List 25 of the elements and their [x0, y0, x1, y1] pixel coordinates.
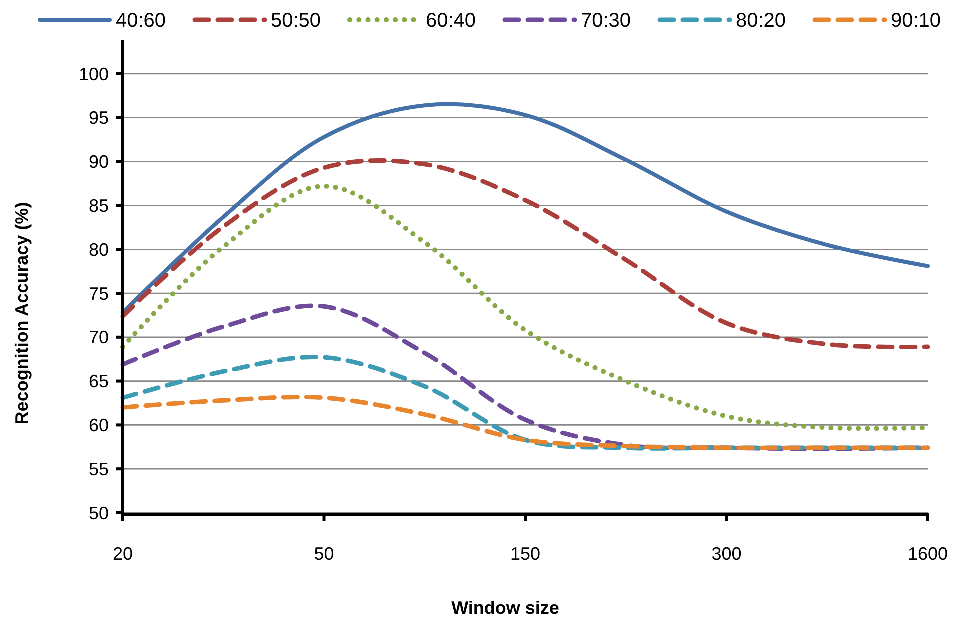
- x-tick-label: 1600: [908, 544, 948, 564]
- line-series: [120, 394, 930, 450]
- y-tick-label: 55: [88, 459, 109, 480]
- y-tick-label: 80: [88, 240, 109, 260]
- y-tick-label: 50: [88, 503, 109, 524]
- y-tick-label: 90: [88, 152, 109, 172]
- y-tick-label: 75: [88, 284, 109, 304]
- legend-label: 80:20: [736, 10, 786, 32]
- legend-label: 50:50: [271, 10, 322, 32]
- y-tick-label: 85: [88, 196, 109, 216]
- y-tick-label: 100: [78, 64, 109, 84]
- x-tick-label: 150: [510, 544, 541, 564]
- legend-label: 90:10: [891, 10, 942, 32]
- x-tick-label: 20: [112, 544, 134, 564]
- legend-label: 70:30: [581, 10, 632, 32]
- y-tick-label: 95: [88, 108, 109, 128]
- legend-label: 60:40: [426, 10, 476, 32]
- y-tick-label: 70: [88, 328, 109, 348]
- y-tick-label: 60: [88, 416, 109, 436]
- x-axis-title: Window size: [452, 598, 560, 618]
- x-tick-label: 50: [314, 544, 334, 564]
- x-tick-label: 300: [712, 544, 742, 564]
- y-axis-title: Recognition Accuracy (%): [12, 202, 32, 425]
- legend-label: 40:60: [116, 10, 166, 32]
- y-tick-label: 65: [88, 372, 109, 392]
